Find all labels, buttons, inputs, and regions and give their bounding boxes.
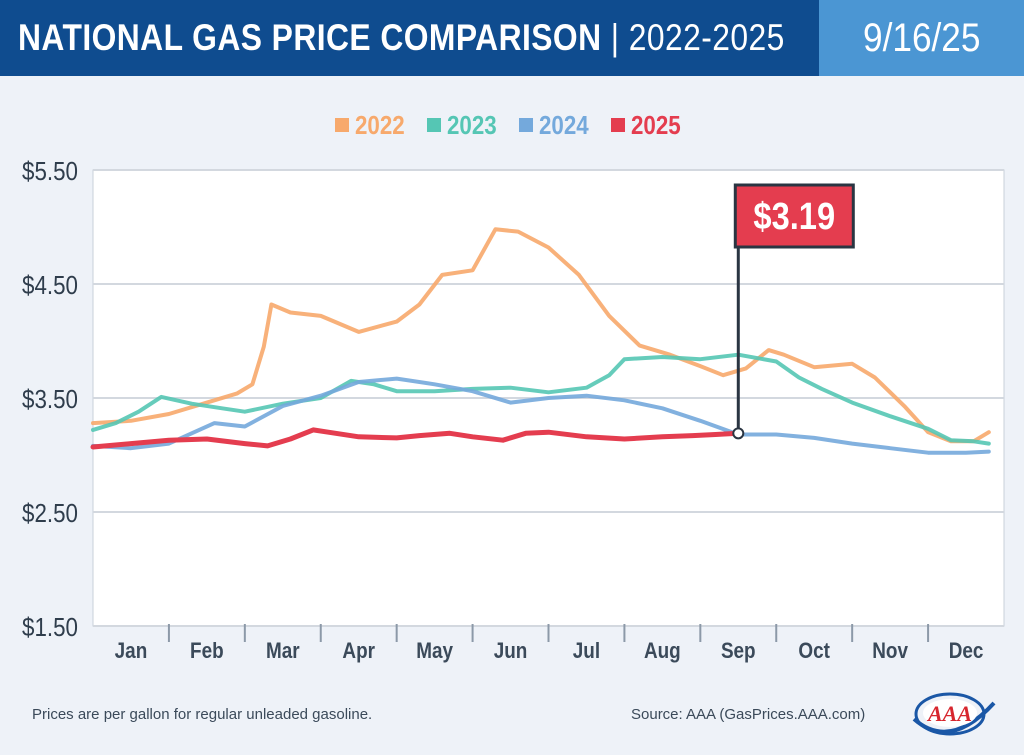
x-tick-label: Feb xyxy=(190,639,224,664)
x-tick-label: Jul xyxy=(573,639,600,664)
title-text: NATIONAL GAS PRICE COMPARISON xyxy=(18,17,602,58)
legend-label: 2025 xyxy=(630,109,681,140)
series-line-2024 xyxy=(91,376,991,455)
series-line-2022 xyxy=(91,227,991,444)
legend-item-2023: 2023 xyxy=(427,110,505,141)
title-years: 2022-2025 xyxy=(628,17,785,58)
logo-text: AAA xyxy=(926,701,972,726)
date-box: 9/16/25 xyxy=(819,0,1024,76)
x-tick-label: Aug xyxy=(644,639,681,664)
annotation-point xyxy=(732,427,745,440)
legend-item-2025: 2025 xyxy=(610,109,689,141)
x-tick-label: Dec xyxy=(949,639,984,664)
header: NATIONAL GAS PRICE COMPARISON | 2022-202… xyxy=(0,0,1024,76)
y-tick-label: $4.50 xyxy=(22,271,78,300)
title-separator: | xyxy=(610,17,620,58)
legend-label: 2024 xyxy=(539,109,589,140)
legend-swatch xyxy=(335,118,350,132)
y-tick-label: $3.50 xyxy=(22,385,78,414)
legend-item-2024: 2024 xyxy=(519,110,597,141)
header-title-bar: NATIONAL GAS PRICE COMPARISON | 2022-202… xyxy=(0,0,819,76)
x-tick-label: Jan xyxy=(115,639,148,664)
series-line-2023 xyxy=(91,352,991,446)
y-tick-label: $5.50 xyxy=(22,157,78,186)
legend-swatch xyxy=(427,118,442,132)
y-tick-label: $2.50 xyxy=(22,499,78,528)
annotation-flag xyxy=(733,183,855,249)
aaa-logo: AAA xyxy=(912,692,996,736)
annotation-label: $3.19 xyxy=(753,195,835,238)
price-line-chart: $1.50 $2.50 $3.50 $4.50 $5.50 Jan Feb Mar Apr May… xyxy=(22,157,1005,664)
x-tick-label: Mar xyxy=(266,639,300,664)
chart-legend: 2022 2023 2024 2025 xyxy=(0,108,1024,142)
legend-label: 2022 xyxy=(355,109,406,140)
legend-swatch xyxy=(519,118,533,132)
x-tick-label: Oct xyxy=(798,639,830,664)
x-tick-label: May xyxy=(416,639,453,664)
legend-item-2022: 2022 xyxy=(335,110,413,141)
legend-label: 2023 xyxy=(447,109,497,140)
legend-swatch xyxy=(610,118,625,132)
series-line-2025 xyxy=(90,427,741,450)
source-credit: Source: AAA (GasPrices.AAA.com) xyxy=(631,706,866,723)
report-date: 9/16/25 xyxy=(862,15,981,60)
x-tick-label: Sep xyxy=(721,639,756,664)
page-title: NATIONAL GAS PRICE COMPARISON | 2022-202… xyxy=(18,17,785,59)
x-tick-label: Apr xyxy=(342,639,375,664)
y-tick-label: $1.50 xyxy=(22,613,78,642)
x-tick-label: Jun xyxy=(494,639,528,664)
x-tick-label: Nov xyxy=(872,639,908,664)
footnote: Prices are per gallon for regular unlead… xyxy=(32,706,373,723)
